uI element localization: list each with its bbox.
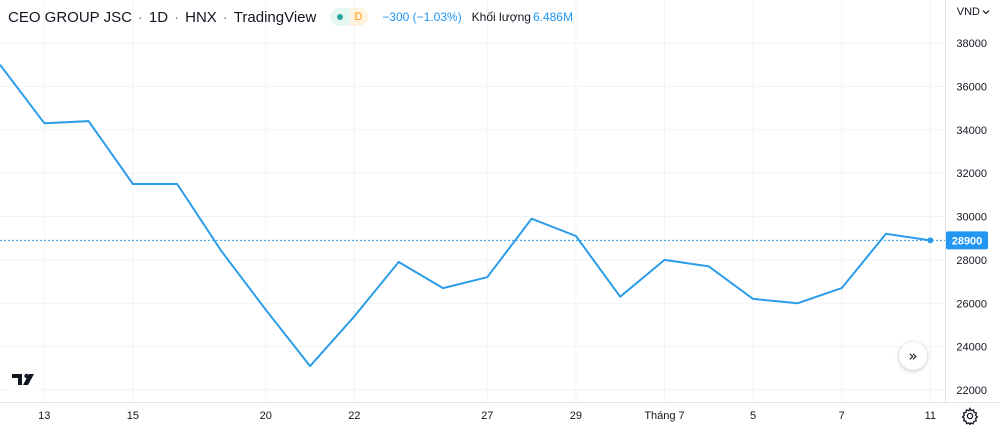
x-tick-label: 15 xyxy=(127,410,139,422)
separator-dot: · xyxy=(222,8,228,26)
y-tick-label: 34000 xyxy=(956,125,987,137)
y-tick-label: 32000 xyxy=(956,168,987,180)
y-tick-label: 26000 xyxy=(956,298,987,310)
interval-label[interactable]: 1D xyxy=(148,8,169,26)
chevron-down-icon xyxy=(982,10,990,15)
x-tick-label: 29 xyxy=(570,410,582,422)
y-tick-label: 30000 xyxy=(956,212,987,224)
last-price-label-text: 28900 xyxy=(952,235,983,247)
x-tick-label: 11 xyxy=(925,410,936,422)
gear-icon xyxy=(961,407,979,425)
x-tick-label: 27 xyxy=(481,410,493,422)
currency-selector[interactable]: VND xyxy=(957,6,990,18)
currency-label: VND xyxy=(956,6,980,18)
time-axis-labels[interactable]: 13 15 20 22 27 29 Tháng 7 5 7 11 xyxy=(38,410,936,422)
time-axis-divider xyxy=(0,402,1000,403)
horizontal-gridlines xyxy=(0,42,945,391)
scroll-to-realtime-button[interactable]: » xyxy=(899,342,927,370)
y-tick-label: 36000 xyxy=(956,81,987,93)
exchange-label: HNX xyxy=(185,8,217,26)
y-tick-label: 22000 xyxy=(956,385,987,397)
y-tick-label: 24000 xyxy=(956,342,987,354)
volume-value: 6.486M xyxy=(532,10,573,24)
legend-header: CEO GROUP JSC · 1D · HNX · TradingView D… xyxy=(8,6,573,28)
chart-settings-button[interactable] xyxy=(958,404,982,428)
x-tick-label: 13 xyxy=(38,410,50,422)
price-series-line[interactable] xyxy=(0,64,931,368)
price-change: −300 (−1.03%) xyxy=(382,10,462,24)
x-tick-label: 22 xyxy=(348,410,360,422)
price-axis-divider xyxy=(945,0,946,402)
x-tick-label: Tháng 7 xyxy=(644,410,684,422)
market-status-dot-icon xyxy=(330,8,351,26)
symbol-name[interactable]: CEO GROUP JSC xyxy=(8,8,132,26)
session-status[interactable]: D xyxy=(330,8,369,26)
x-tick-label: 20 xyxy=(260,410,272,422)
separator-dot: · xyxy=(137,8,143,26)
last-price-label: 28900 xyxy=(946,231,988,250)
separator-dot: · xyxy=(174,8,180,26)
tradingview-logo-icon[interactable] xyxy=(9,366,39,392)
y-tick-label: 38000 xyxy=(956,38,987,50)
x-tick-label: 7 xyxy=(839,410,845,422)
last-price-dot xyxy=(927,237,934,244)
volume-label: Khối lượng xyxy=(471,10,531,24)
last-price-label-bg xyxy=(946,231,988,250)
vertical-gridlines xyxy=(43,0,931,402)
source-label: TradingView xyxy=(233,8,317,26)
double-chevron-right-icon: » xyxy=(908,347,918,365)
price-axis-labels[interactable]: 22000 24000 26000 28000 30000 32000 34000 36000… xyxy=(956,38,987,397)
y-tick-label: 28000 xyxy=(956,255,987,267)
x-tick-label: 5 xyxy=(750,410,756,422)
session-badge: D xyxy=(350,8,369,26)
